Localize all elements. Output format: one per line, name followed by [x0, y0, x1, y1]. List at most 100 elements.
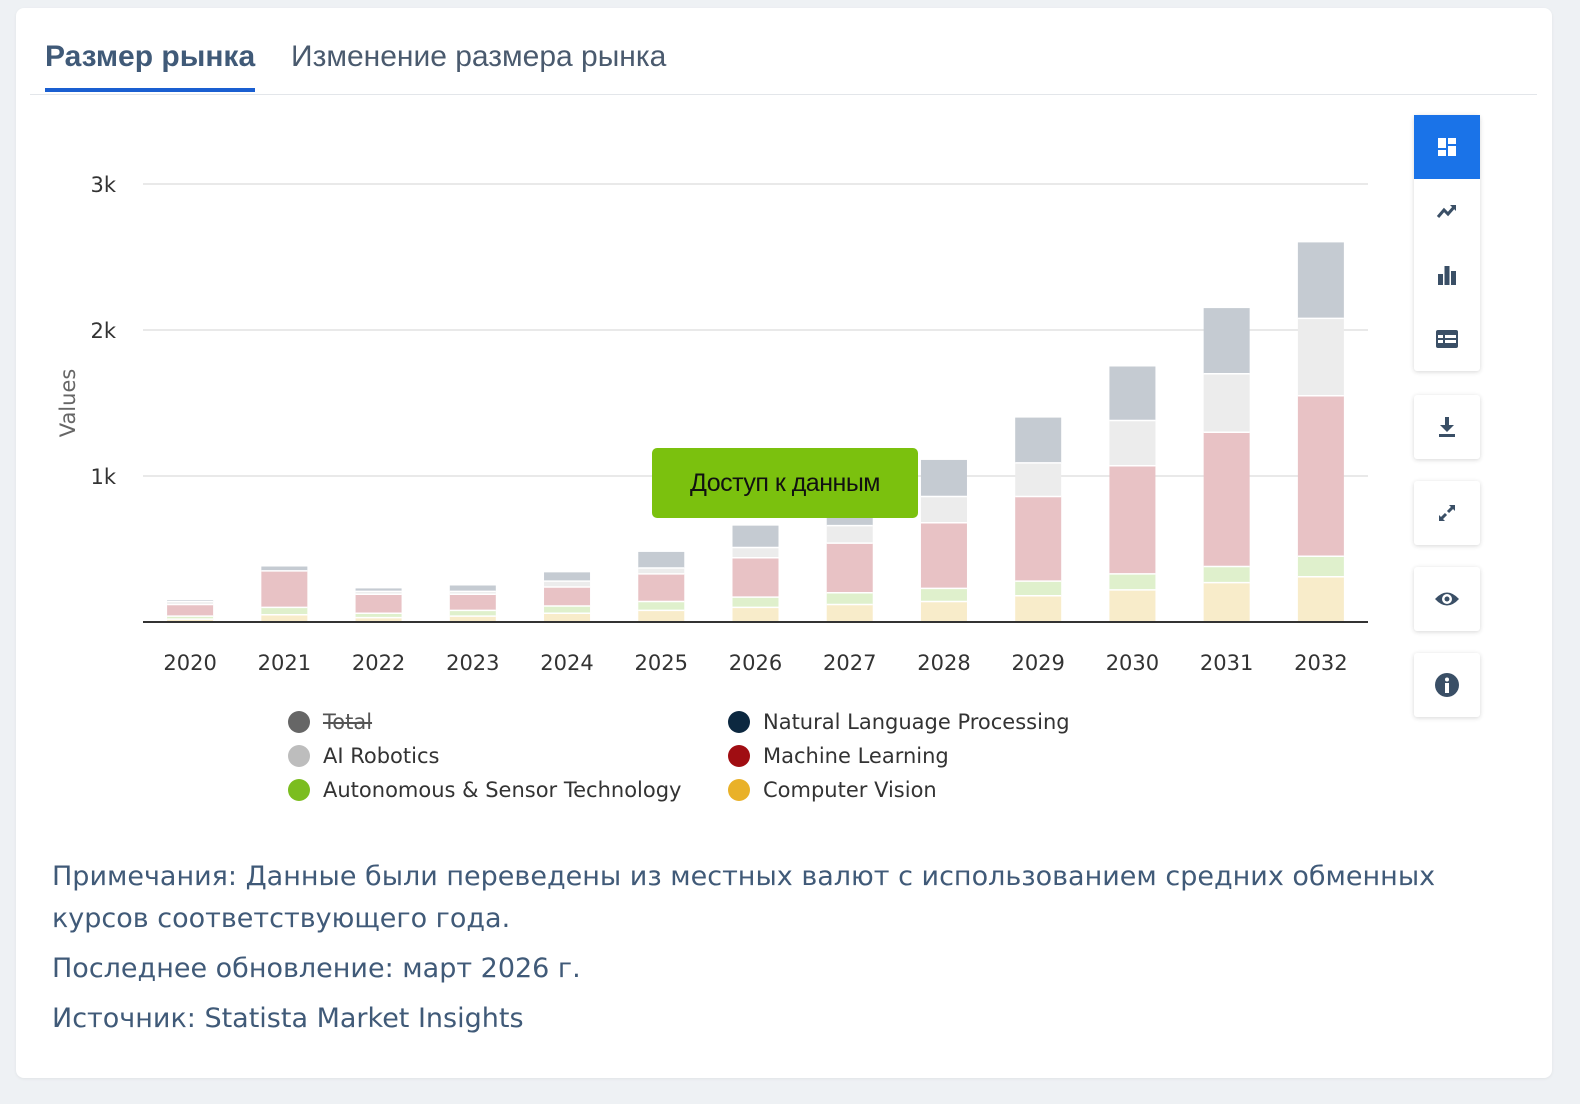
bar-segment	[826, 604, 873, 622]
bar-segment	[920, 601, 967, 622]
bar-segment	[355, 588, 402, 592]
x-tick-label: 2027	[823, 651, 876, 675]
bar-segment	[1015, 462, 1062, 497]
bar-segment	[826, 525, 873, 544]
info-button[interactable]	[1414, 653, 1480, 717]
bar-segment	[1015, 417, 1062, 463]
legend-dot-total	[288, 711, 310, 733]
download-group	[1414, 395, 1480, 459]
bar-segment	[1109, 589, 1156, 622]
bar-segment	[1109, 366, 1156, 421]
info-group	[1414, 653, 1480, 717]
legend-item-nlp[interactable]: Natural Language Processing	[728, 710, 1070, 734]
legend-label-total: Total	[323, 710, 373, 734]
x-tick-label: 2031	[1200, 651, 1253, 675]
bar-segment	[261, 566, 308, 571]
download-button[interactable]	[1414, 395, 1480, 459]
chart-notes: Примечания: Данные были переведены из ме…	[52, 856, 1522, 1048]
bar-segment	[920, 522, 967, 589]
bar-segment	[1203, 308, 1250, 374]
tab-market-size[interactable]: Размер рынка	[45, 40, 256, 92]
bar-segment	[355, 617, 402, 622]
preview-group	[1414, 567, 1480, 631]
legend-item-total[interactable]: Total	[288, 710, 372, 734]
download-icon	[1439, 417, 1455, 437]
bar-segment	[1203, 432, 1250, 567]
last-update-text: Последнее обновление: март 2026 г.	[52, 953, 581, 984]
bar-segment	[544, 581, 591, 587]
legend-item-autonomous[interactable]: Autonomous & Sensor Technology	[288, 778, 682, 802]
legend-item-ai-robotics[interactable]: AI Robotics	[288, 744, 439, 768]
bar-chart-button[interactable]	[1414, 243, 1480, 307]
bar-segment	[1109, 573, 1156, 590]
bar-segment	[732, 525, 779, 548]
bar-segment	[355, 594, 402, 614]
legend-label-ai-robotics: AI Robotics	[323, 744, 440, 768]
fullscreen-button[interactable]	[1414, 481, 1480, 545]
bar-segment	[1015, 496, 1062, 582]
source-line: Источник: Statista Market Insights	[52, 998, 1522, 1040]
bar-segment	[638, 573, 685, 602]
legend-label-nlp: Natural Language Processing	[763, 710, 1070, 734]
bar-segment	[1015, 581, 1062, 596]
bar-segment	[1203, 566, 1250, 583]
bar-segment	[544, 572, 591, 582]
bar-segment	[826, 543, 873, 593]
bar-segment	[732, 557, 779, 598]
bar-segment	[638, 601, 685, 611]
bar-segment	[449, 591, 496, 595]
legend-item-computer-vision[interactable]: Computer Vision	[728, 778, 937, 802]
x-tick-label: 2024	[540, 651, 593, 675]
legend-dot-computer-vision	[728, 779, 750, 801]
bar-segment	[261, 614, 308, 622]
chart-card: Размер рынка Изменение размера рынка 1k 2…	[16, 8, 1552, 1078]
bar-chart-icon	[1438, 266, 1456, 285]
x-tick-label: 2030	[1106, 651, 1159, 675]
bar-segment	[732, 547, 779, 558]
tab-bar: Размер рынка Изменение размера рынка	[30, 8, 1537, 95]
y-axis-title: Values	[56, 369, 80, 438]
stacked-bar-chart: 1k 2k 3k Values 2020 2021 2022 2023 2024 2025 2026…	[56, 173, 1368, 675]
eye-icon	[1435, 592, 1459, 606]
x-tick-label: 2021	[258, 651, 311, 675]
line-chart-button[interactable]	[1414, 179, 1480, 243]
tab-market-size-change[interactable]: Изменение размера рынка	[291, 40, 667, 73]
bar-segment	[920, 459, 967, 497]
source-link[interactable]: Statista Market Insights	[204, 1003, 524, 1034]
bar-segment	[449, 585, 496, 592]
table-view-button[interactable]	[1414, 307, 1480, 371]
bar-segment	[1015, 595, 1062, 622]
bar-segment	[355, 613, 402, 618]
bar-segment	[732, 597, 779, 608]
fullscreen-group	[1414, 481, 1480, 545]
x-tick-label: 2023	[446, 651, 499, 675]
legend-dot-machine-learning	[728, 745, 750, 767]
chart-legend: Total Natural Language Processing AI Rob…	[288, 708, 1108, 818]
bar-segment	[167, 604, 214, 617]
legend-dot-ai-robotics	[288, 745, 310, 767]
bar-segment	[544, 613, 591, 622]
preview-button[interactable]	[1414, 567, 1480, 631]
table-icon	[1436, 330, 1458, 348]
bar-segment	[732, 607, 779, 622]
x-tick-label: 2020	[163, 651, 216, 675]
x-tick-label: 2032	[1294, 651, 1347, 675]
bar-segment	[638, 551, 685, 568]
bar-segment	[261, 570, 308, 608]
view-type-group	[1414, 115, 1480, 371]
bar-segment	[544, 605, 591, 614]
access-data-button[interactable]: Доступ к данным	[652, 448, 918, 518]
bar-segment	[544, 586, 591, 606]
x-tick-label: 2029	[1011, 651, 1064, 675]
bar-segment	[920, 588, 967, 602]
legend-item-machine-learning[interactable]: Machine Learning	[728, 744, 949, 768]
bar-segment	[167, 616, 214, 620]
info-icon	[1435, 673, 1459, 697]
legend-dot-nlp	[728, 711, 750, 733]
bar-segment	[449, 610, 496, 617]
trend-line-icon	[1436, 205, 1457, 218]
bar-segment	[1297, 318, 1344, 396]
source-prefix: Источник:	[52, 1003, 205, 1034]
bar-segment	[1203, 373, 1250, 433]
grid-view-button[interactable]	[1414, 115, 1480, 179]
